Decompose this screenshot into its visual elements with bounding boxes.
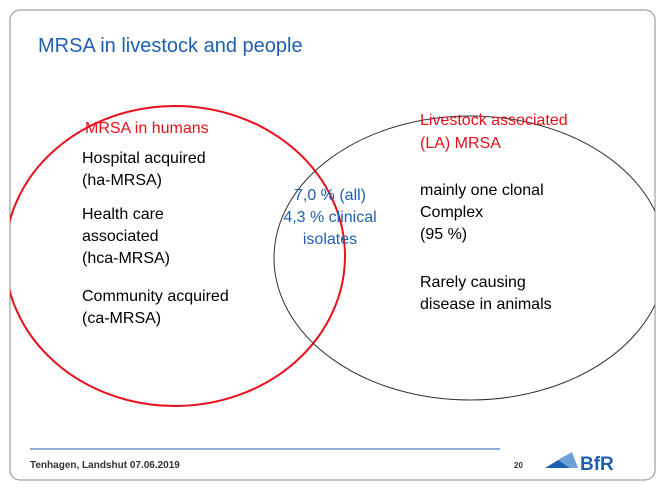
right-line: (95 %): [420, 226, 467, 243]
left-line: (ha-MRSA): [82, 172, 162, 189]
slide-border: [9, 9, 656, 481]
right-heading: (LA) MRSA: [420, 135, 501, 152]
right-line: Complex: [420, 204, 483, 221]
page-number: 20: [514, 461, 523, 470]
left-line: (ca-MRSA): [82, 310, 161, 327]
left-line: associated: [82, 228, 159, 245]
left-line: Hospital acquired: [82, 150, 206, 167]
footer-text: Tenhagen, Landshut 07.06.2019: [30, 460, 180, 471]
left-line: Health care: [82, 206, 164, 223]
slide-title: MRSA in livestock and people: [38, 35, 303, 57]
right-line: mainly one clonal: [420, 182, 544, 199]
left-line: Community acquired: [82, 288, 229, 305]
logo-icon: [545, 452, 578, 468]
right-line: Rarely causing: [420, 274, 526, 291]
right-heading: Livestock associated: [420, 112, 568, 129]
logo-text: BfR: [580, 454, 614, 475]
intersection-line: 4,3 % clinical: [283, 209, 376, 226]
humans-circle: [10, 105, 346, 407]
left-heading: MRSA in humans: [85, 120, 209, 137]
intersection-line: 7,0 % (all): [294, 187, 366, 204]
livestock-circle: [273, 115, 655, 401]
intersection-line: isolates: [303, 231, 357, 248]
left-line: (hca-MRSA): [82, 250, 170, 267]
right-line: disease in animals: [420, 296, 552, 313]
